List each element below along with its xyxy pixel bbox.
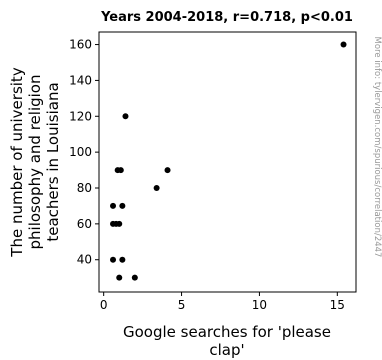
data-points <box>110 41 347 281</box>
x-axis-label-line-2: clap' <box>209 341 244 359</box>
y-axis-label-line-1: The number of university <box>8 67 26 258</box>
data-point <box>131 274 138 281</box>
y-tick-label: 100 <box>69 145 92 159</box>
x-axis-label-line-1: Google searches for 'please <box>123 323 331 341</box>
x-tick-label: 5 <box>178 298 186 312</box>
data-point <box>340 41 347 48</box>
y-tick-label: 160 <box>69 38 92 52</box>
y-tick-label: 120 <box>69 109 92 123</box>
y-tick-label: 40 <box>77 253 92 267</box>
x-axis-ticks: 0 5 10 15 <box>100 292 345 312</box>
y-axis-label-line-3: teachers in Louisiana <box>44 82 62 241</box>
data-point <box>110 256 117 263</box>
plot-frame <box>98 31 357 293</box>
y-tick-label: 60 <box>77 217 92 231</box>
y-tick-label: 140 <box>69 73 92 87</box>
x-tick-label: 10 <box>252 298 267 312</box>
data-point <box>119 256 126 263</box>
data-point <box>116 220 123 227</box>
x-tick-label: 15 <box>330 298 345 312</box>
data-point <box>110 202 117 209</box>
data-point <box>117 167 124 174</box>
x-tick-label: 0 <box>100 298 108 312</box>
data-point <box>119 202 126 209</box>
source-note: More info: tylervigen.com/spurious/corre… <box>372 37 382 258</box>
y-axis-label-line-2: philosophy and religion <box>26 75 44 250</box>
data-point <box>122 113 129 120</box>
data-point <box>116 274 123 281</box>
y-tick-label: 80 <box>77 181 92 195</box>
data-point <box>153 185 160 191</box>
y-axis-ticks: 40 60 80 100 120 140 160 <box>69 38 99 267</box>
chart-title: Years 2004-2018, r=0.718, p<0.01 <box>100 10 353 25</box>
data-point <box>164 167 171 174</box>
